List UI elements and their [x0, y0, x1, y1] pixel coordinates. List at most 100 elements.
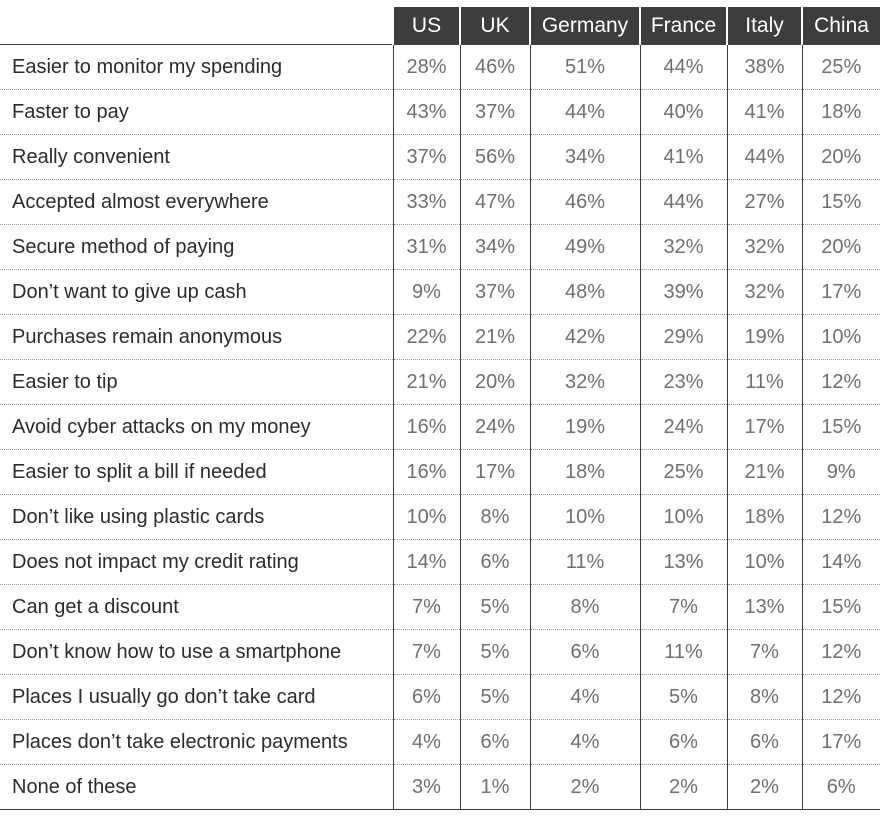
value-cell-germany: 8% [529, 584, 640, 630]
value-cell-china: 15% [801, 584, 880, 630]
value-cell-china: 12% [801, 629, 880, 675]
row-label: Easier to tip [0, 359, 393, 405]
value-cell-uk: 47% [459, 179, 530, 225]
value-cell-italy: 11% [726, 359, 802, 405]
table-row: Easier to monitor my spending 28% 46% 51% 44… [0, 44, 880, 90]
row-label: Places I usually go don’t take card [0, 674, 393, 720]
value-cell-germany: 51% [529, 44, 640, 90]
column-header-germany: Germany [529, 7, 640, 45]
value-cell-france: 39% [639, 269, 727, 315]
value-cell-france: 5% [639, 674, 727, 720]
value-cell-italy: 27% [726, 179, 802, 225]
value-cell-germany: 32% [529, 359, 640, 405]
value-cell-germany: 19% [529, 404, 640, 450]
row-label: Secure method of paying [0, 224, 393, 270]
value-cell-france: 40% [639, 89, 727, 135]
table-row: Accepted almost everywhere 33% 47% 46% 44% 27… [0, 179, 880, 225]
table-row: Easier to split a bill if needed 16% 17% 18… [0, 449, 880, 495]
value-cell-uk: 5% [459, 584, 530, 630]
value-cell-italy: 7% [726, 629, 802, 675]
value-cell-germany: 48% [529, 269, 640, 315]
value-cell-china: 25% [801, 44, 880, 90]
value-cell-france: 7% [639, 584, 727, 630]
value-cell-germany: 11% [529, 539, 640, 585]
value-cell-uk: 20% [459, 359, 530, 405]
table-row: Can get a discount 7% 5% 8% 7% 13% 15% [0, 584, 880, 630]
value-cell-us: 22% [392, 314, 460, 360]
value-cell-us: 37% [392, 134, 460, 180]
survey-table: US UK Germany France Italy China Easier to mo… [0, 7, 880, 810]
header-row: US UK Germany France Italy China [0, 7, 880, 45]
value-cell-uk: 21% [459, 314, 530, 360]
value-cell-italy: 32% [726, 269, 802, 315]
row-label: Easier to split a bill if needed [0, 449, 393, 495]
value-cell-italy: 18% [726, 494, 802, 540]
value-cell-us: 4% [392, 719, 460, 765]
table-row: Secure method of paying 31% 34% 49% 32% 32% 20… [0, 224, 880, 270]
table-row: Don’t know how to use a smartphone 7% 5% 6%… [0, 629, 880, 675]
row-label: Places don’t take electronic payments [0, 719, 393, 765]
value-cell-italy: 41% [726, 89, 802, 135]
table-row: Purchases remain anonymous 22% 21% 42% 29% 19… [0, 314, 880, 360]
table-body: Easier to monitor my spending 28% 46% 51% 44… [0, 44, 880, 810]
value-cell-us: 33% [392, 179, 460, 225]
value-cell-italy: 8% [726, 674, 802, 720]
value-cell-france: 13% [639, 539, 727, 585]
row-label: Can get a discount [0, 584, 393, 630]
value-cell-germany: 34% [529, 134, 640, 180]
table-row: None of these 3% 1% 2% 2% 2% 6% [0, 764, 880, 810]
value-cell-us: 10% [392, 494, 460, 540]
value-cell-us: 31% [392, 224, 460, 270]
value-cell-france: 44% [639, 179, 727, 225]
value-cell-france: 2% [639, 764, 727, 810]
row-label: Easier to monitor my spending [0, 44, 393, 90]
column-header-us: US [392, 7, 460, 45]
value-cell-germany: 42% [529, 314, 640, 360]
table-row: Places don’t take electronic payments 4% 6… [0, 719, 880, 765]
table-row: Faster to pay 43% 37% 44% 40% 41% 18% [0, 89, 880, 135]
value-cell-italy: 2% [726, 764, 802, 810]
value-cell-uk: 17% [459, 449, 530, 495]
value-cell-china: 12% [801, 494, 880, 540]
value-cell-china: 12% [801, 359, 880, 405]
column-header-france: France [639, 7, 727, 45]
value-cell-us: 3% [392, 764, 460, 810]
value-cell-china: 6% [801, 764, 880, 810]
value-cell-france: 41% [639, 134, 727, 180]
value-cell-italy: 10% [726, 539, 802, 585]
value-cell-us: 6% [392, 674, 460, 720]
value-cell-france: 32% [639, 224, 727, 270]
value-cell-us: 16% [392, 404, 460, 450]
value-cell-china: 20% [801, 134, 880, 180]
header-blank-cell [0, 7, 393, 45]
value-cell-us: 43% [392, 89, 460, 135]
value-cell-uk: 5% [459, 674, 530, 720]
value-cell-italy: 19% [726, 314, 802, 360]
value-cell-uk: 37% [459, 89, 530, 135]
value-cell-italy: 44% [726, 134, 802, 180]
row-label: Don’t know how to use a smartphone [0, 629, 393, 675]
value-cell-uk: 34% [459, 224, 530, 270]
value-cell-us: 7% [392, 629, 460, 675]
value-cell-france: 24% [639, 404, 727, 450]
value-cell-uk: 5% [459, 629, 530, 675]
value-cell-germany: 44% [529, 89, 640, 135]
row-label: Really convenient [0, 134, 393, 180]
value-cell-uk: 8% [459, 494, 530, 540]
value-cell-italy: 13% [726, 584, 802, 630]
value-cell-italy: 6% [726, 719, 802, 765]
column-header-italy: Italy [726, 7, 802, 45]
value-cell-china: 15% [801, 179, 880, 225]
value-cell-germany: 4% [529, 719, 640, 765]
value-cell-uk: 24% [459, 404, 530, 450]
value-cell-china: 17% [801, 269, 880, 315]
value-cell-uk: 6% [459, 539, 530, 585]
value-cell-china: 9% [801, 449, 880, 495]
value-cell-italy: 38% [726, 44, 802, 90]
row-label: None of these [0, 764, 393, 810]
table-row: Don’t like using plastic cards 10% 8% 10% 10… [0, 494, 880, 540]
value-cell-china: 15% [801, 404, 880, 450]
value-cell-germany: 46% [529, 179, 640, 225]
value-cell-china: 14% [801, 539, 880, 585]
value-cell-china: 12% [801, 674, 880, 720]
